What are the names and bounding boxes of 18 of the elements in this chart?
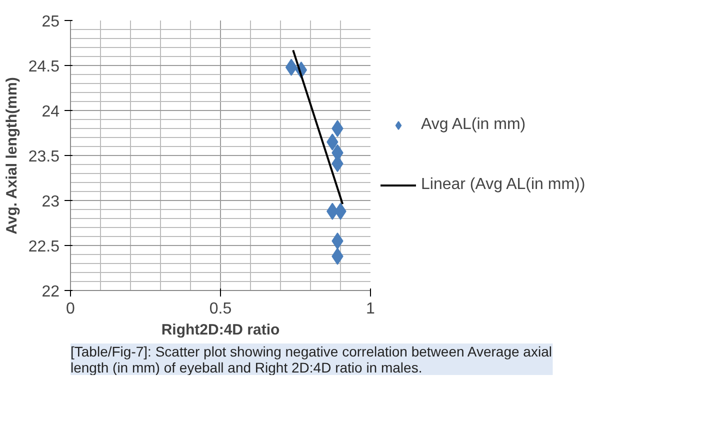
x-tick-label: 0.5	[209, 300, 232, 318]
y-tick-label: 25	[42, 14, 60, 30]
point	[332, 120, 344, 137]
y-tick-label: 23.5	[28, 148, 60, 166]
y-tick-label: 22.5	[28, 238, 60, 256]
x-axis-title: Right2D:4D ratio	[161, 322, 280, 338]
y-tick-label: 24.5	[28, 58, 60, 76]
point	[332, 232, 344, 250]
x-tick-label: 1	[366, 300, 376, 318]
legend-label: Linear (Avg AL(in mm))	[421, 176, 586, 194]
legend-label: Avg AL(in mm)	[421, 116, 526, 134]
x-tick-label: 0	[66, 300, 76, 318]
y-axis-title: Avg. Axial length(mm)	[3, 77, 20, 234]
point	[285, 58, 298, 76]
point	[326, 134, 338, 150]
y-tick-label: 22	[42, 284, 60, 300]
y-tick-label: 24	[42, 104, 60, 120]
y-tick-label: 23	[42, 194, 60, 210]
